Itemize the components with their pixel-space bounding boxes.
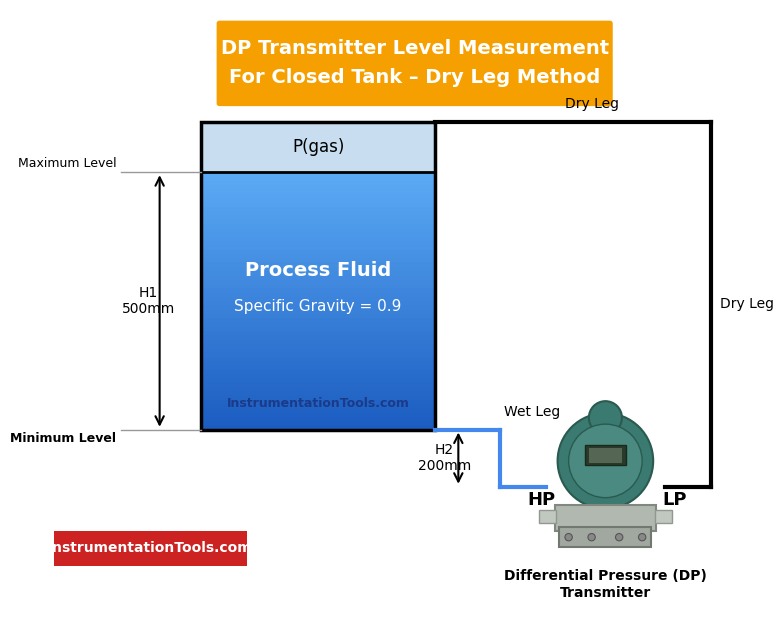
Text: InstrumentationTools.com: InstrumentationTools.com (48, 541, 253, 555)
Bar (201, 327, 436, 331)
Bar (201, 181, 436, 185)
Bar (201, 266, 436, 271)
Bar (201, 318, 436, 323)
Bar (201, 250, 436, 254)
Bar (539, 510, 555, 523)
Bar (585, 446, 626, 465)
Text: Wet Leg: Wet Leg (504, 405, 560, 418)
Bar (201, 336, 436, 340)
Bar (201, 228, 436, 233)
Bar (201, 305, 436, 310)
Circle shape (558, 413, 654, 509)
Bar (201, 219, 436, 224)
Bar (201, 417, 436, 421)
Bar (201, 314, 436, 319)
Bar (201, 215, 436, 220)
Bar (201, 245, 436, 250)
Bar (201, 190, 436, 194)
Bar (201, 387, 436, 392)
Bar (201, 352, 436, 357)
Bar (201, 297, 436, 302)
Bar (201, 271, 436, 276)
Bar (201, 198, 436, 203)
Bar (201, 301, 436, 306)
Bar (589, 448, 622, 463)
Bar (201, 421, 436, 426)
Circle shape (588, 533, 595, 541)
Bar (201, 400, 436, 404)
Bar (201, 331, 436, 336)
Bar (201, 323, 436, 327)
FancyBboxPatch shape (216, 20, 613, 106)
Bar (201, 122, 436, 430)
Bar (201, 374, 436, 379)
Bar (201, 344, 436, 349)
Text: LP: LP (662, 491, 686, 509)
Text: Differential Pressure (DP)
Transmitter: Differential Pressure (DP) Transmitter (504, 569, 707, 599)
Bar (555, 505, 656, 531)
Bar (201, 275, 436, 280)
Bar (201, 177, 436, 181)
Bar (655, 510, 671, 523)
Bar (201, 370, 436, 375)
Bar (201, 254, 436, 258)
Circle shape (569, 424, 642, 497)
Text: Specific Gravity = 0.9: Specific Gravity = 0.9 (234, 298, 402, 313)
Text: Minimum Level: Minimum Level (10, 433, 117, 446)
Bar (201, 288, 436, 293)
Bar (201, 396, 436, 400)
Bar (201, 241, 436, 246)
Bar (201, 365, 436, 370)
Text: Dry Leg: Dry Leg (720, 297, 774, 311)
Text: InstrumentationTools.com: InstrumentationTools.com (226, 397, 409, 410)
Circle shape (615, 533, 623, 541)
Bar (559, 527, 651, 548)
Bar (201, 279, 436, 284)
Bar (201, 310, 436, 315)
Circle shape (589, 401, 622, 434)
Bar (201, 383, 436, 387)
Bar (201, 361, 436, 366)
Text: H1
500mm: H1 500mm (122, 286, 175, 316)
Bar (201, 404, 436, 408)
Bar (201, 211, 436, 216)
Text: H2
200mm: H2 200mm (418, 443, 471, 473)
Bar (201, 357, 436, 362)
Bar (54, 531, 247, 565)
Bar (201, 194, 436, 198)
Bar (201, 292, 436, 297)
Circle shape (639, 533, 646, 541)
Bar (201, 185, 436, 190)
Bar (201, 237, 436, 242)
Circle shape (565, 533, 573, 541)
Bar (201, 412, 436, 417)
Text: Process Fluid: Process Fluid (245, 261, 391, 279)
Text: P(gas): P(gas) (292, 138, 345, 156)
Bar (201, 122, 436, 172)
Bar (201, 202, 436, 207)
Bar (201, 408, 436, 413)
Bar (201, 206, 436, 211)
Bar (201, 348, 436, 353)
Bar (201, 378, 436, 383)
Text: Dry Leg: Dry Leg (565, 97, 619, 111)
Text: For Closed Tank – Dry Leg Method: For Closed Tank – Dry Leg Method (229, 68, 601, 87)
Bar (201, 232, 436, 237)
Bar (201, 258, 436, 263)
Text: DP Transmitter Level Measurement: DP Transmitter Level Measurement (221, 40, 608, 59)
Bar (201, 425, 436, 430)
Bar (201, 263, 436, 267)
Bar (201, 391, 436, 396)
Bar (201, 339, 436, 344)
Bar (201, 172, 436, 177)
Text: HP: HP (527, 491, 555, 509)
Text: Maximum Level: Maximum Level (18, 156, 117, 169)
Bar (201, 224, 436, 229)
Bar (201, 284, 436, 289)
